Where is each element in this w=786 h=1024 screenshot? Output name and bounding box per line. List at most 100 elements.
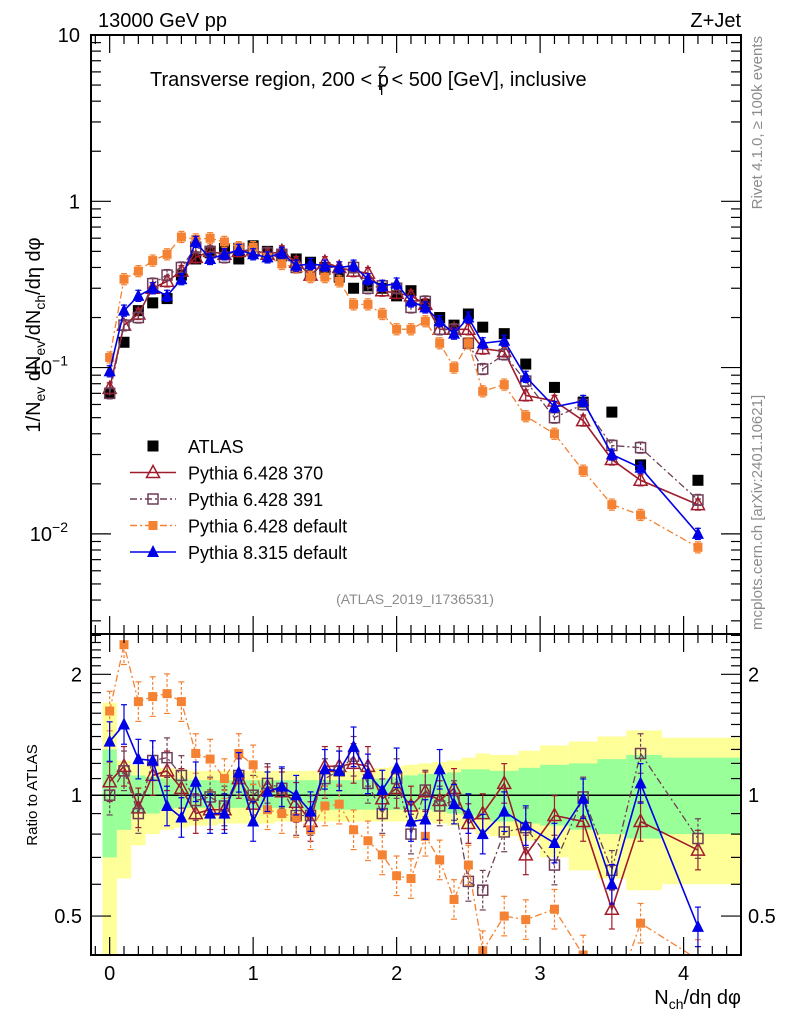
- data-point-p8def: [333, 763, 346, 776]
- data-point-p8def: [146, 753, 159, 766]
- data-point-p8def: [404, 294, 417, 307]
- ylabel-sub: ch: [32, 295, 48, 310]
- data-point-p6def: [435, 338, 445, 348]
- legend-label: Pythia 6.428 default: [188, 517, 347, 537]
- legend-marker: [145, 463, 161, 479]
- ylabel-part: 1/N: [23, 401, 45, 432]
- series-line-p8def: [108, 240, 699, 535]
- data-point-atlas: [147, 297, 159, 309]
- data-point-p391: [161, 751, 173, 764]
- data-point-p6def: [148, 256, 158, 266]
- data-point-atlas: [477, 321, 489, 333]
- data-point-atlas: [498, 328, 510, 340]
- series-line-p391: [109, 751, 699, 892]
- data-point-p8def: [404, 814, 417, 827]
- data-point-p370: [187, 248, 204, 264]
- data-point-p370: [388, 779, 405, 795]
- data-point-p8def: [247, 247, 260, 260]
- data-point-p6def: [392, 871, 402, 881]
- data-point-p6def: [578, 466, 588, 476]
- x-tick-label: 4: [678, 963, 689, 985]
- rivet-version-label: Rivet 4.1.0, ≥ 100k events: [749, 36, 766, 209]
- data-point-p6def: [349, 825, 359, 835]
- y-tick-label: 10−2: [30, 519, 68, 546]
- data-point-p8def: [161, 288, 174, 301]
- data-point-p8def: [376, 783, 389, 796]
- data-point-p6def: [306, 272, 316, 282]
- data-point-p6def: [406, 874, 416, 884]
- y-axis-label: 1/Nev dNev/dNch/dη dφ: [23, 237, 48, 432]
- data-point-atlas: [548, 381, 560, 393]
- x-tick-label: 2: [391, 963, 402, 985]
- data-point-p6def: [377, 309, 387, 319]
- data-point-p370: [575, 412, 591, 427]
- plot-title-sub: T: [377, 82, 386, 98]
- data-point-p8def: [498, 804, 511, 817]
- data-point-p6def: [176, 232, 186, 242]
- data-point-p6def: [549, 429, 559, 439]
- data-point-p8def: [290, 788, 303, 801]
- main-panel-series: [101, 230, 706, 554]
- data-point-p8def: [419, 812, 432, 825]
- data-point-p8def: [247, 814, 260, 827]
- legend: ATLAS Pythia 6.428 370 Pythia 6.428 391 Pyt…: [130, 437, 347, 563]
- data-point-p8def: [261, 250, 274, 263]
- data-point-p391: [161, 269, 173, 281]
- data-point-p6def: [693, 954, 703, 955]
- y-tick-label: 1: [69, 191, 80, 213]
- data-point-p8def: [519, 818, 532, 831]
- data-point-p8def: [347, 739, 360, 752]
- data-point-p6def: [406, 324, 416, 334]
- data-point-p391: [118, 319, 130, 331]
- data-point-p8def: [462, 806, 475, 819]
- data-point-p6def: [162, 689, 172, 699]
- x-axis-label: Nch/dη dφ: [654, 987, 741, 1012]
- data-point-p370: [518, 386, 534, 402]
- data-point-p6def: [693, 542, 703, 552]
- data-point-atlas: [520, 358, 532, 370]
- ratio-panel-frame: [90, 633, 742, 956]
- data-point-p6def: [248, 760, 258, 770]
- data-point-p391: [692, 494, 704, 506]
- data-point-p8def: [132, 752, 145, 765]
- data-point-p8def: [118, 303, 131, 316]
- data-point-atlas: [606, 406, 618, 418]
- legend-entry: Pythia 6.428 default: [130, 517, 347, 537]
- data-point-p6def: [499, 380, 509, 390]
- header-left-label: 13000 GeV pp: [98, 10, 227, 32]
- data-point-p8def: [318, 762, 331, 775]
- data-point-p8def: [361, 766, 374, 779]
- plot-title: Transverse region, 200 < pZ T < 500 [GeV]…: [150, 63, 587, 98]
- data-point-p6def: [176, 697, 186, 707]
- data-point-p8def: [691, 526, 704, 539]
- inner-band-bin: [461, 769, 476, 816]
- data-point-p370: [632, 471, 649, 487]
- data-point-p8def: [448, 797, 461, 810]
- data-point-p6def: [334, 799, 344, 809]
- data-point-p370: [575, 812, 591, 828]
- plot-title-pre: Transverse region, 200 < p: [150, 69, 389, 91]
- data-point-p370: [690, 496, 706, 511]
- data-point-p391: [433, 800, 446, 812]
- data-point-p8def: [132, 288, 145, 301]
- data-point-p6def: [219, 774, 229, 784]
- data-point-p8def: [290, 258, 303, 271]
- data-point-p6def: [521, 411, 531, 421]
- legend-marker: [148, 521, 158, 530]
- data-point-p8def: [218, 806, 231, 819]
- data-point-p370: [496, 774, 513, 790]
- data-point-p6def: [334, 276, 344, 286]
- ratio-y-tick-label: 2: [71, 664, 82, 686]
- ylabel-part: /dη dφ: [23, 237, 45, 294]
- data-point-p8def: [476, 827, 489, 840]
- data-point-p6def: [449, 363, 459, 373]
- data-point-p8def: [204, 251, 217, 264]
- data-point-p6def: [435, 855, 445, 865]
- data-point-p391: [476, 363, 489, 375]
- data-point-p8def: [275, 779, 288, 792]
- data-point-p370: [546, 806, 563, 822]
- data-point-p391: [419, 784, 432, 796]
- data-point-p8def: [146, 281, 159, 294]
- series-line-p6def: [109, 236, 699, 548]
